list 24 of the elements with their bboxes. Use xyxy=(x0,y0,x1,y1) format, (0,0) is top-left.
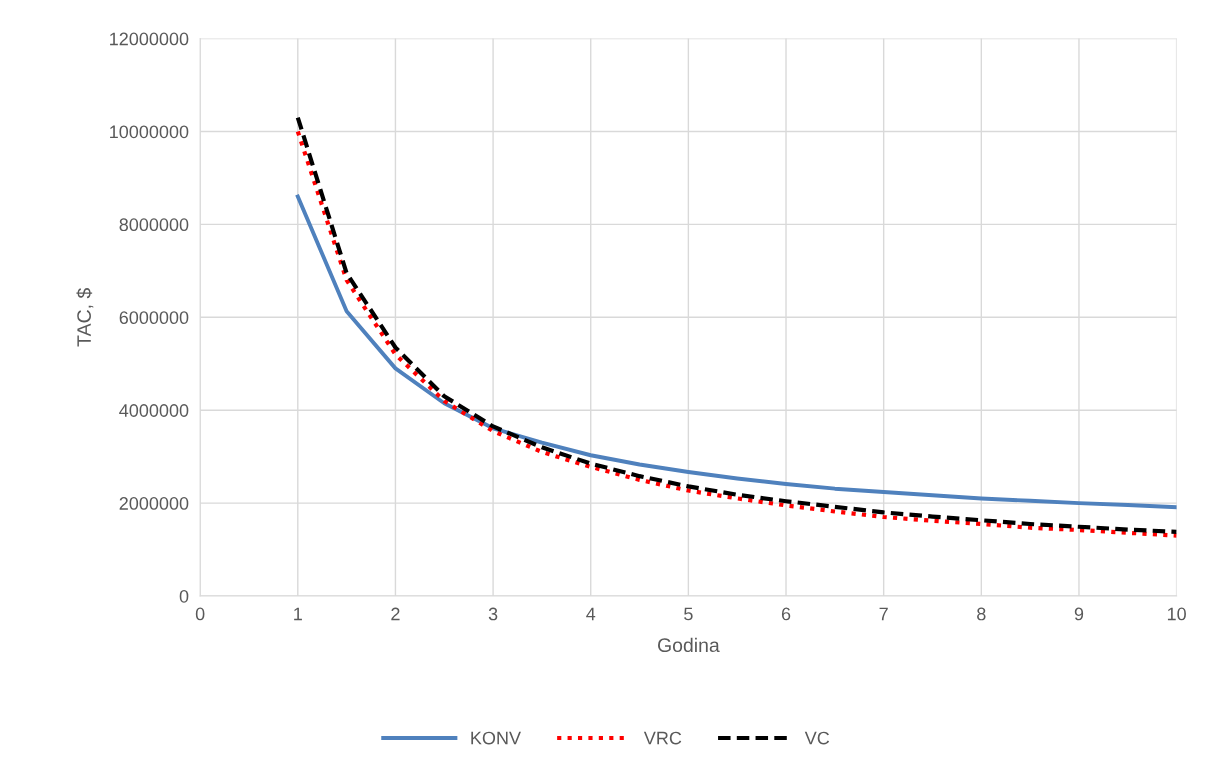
line-series xyxy=(295,194,1177,510)
x-tick-label: 9 xyxy=(1074,607,1084,621)
x-tick-label: 7 xyxy=(879,607,888,621)
x-tick-label: 6 xyxy=(781,607,791,621)
y-tick-label: 8000000 xyxy=(119,218,189,232)
x-tick-label: 2 xyxy=(391,607,400,621)
x-tick-label: 4 xyxy=(586,607,596,621)
x-tick-label: 5 xyxy=(684,607,693,621)
y-tick-label: 4000000 xyxy=(119,404,189,417)
y-axis-title: TAC, $ xyxy=(76,288,94,347)
legend-label: VRC xyxy=(643,731,682,745)
x-tick-label: 3 xyxy=(488,607,498,621)
x-tick-label: 0 xyxy=(195,607,205,621)
y-tick-label: 0 xyxy=(179,589,189,603)
y-tick-label: 2000000 xyxy=(119,497,189,510)
y-tick-label: 10000000 xyxy=(110,125,189,139)
x-tick-label: 8 xyxy=(977,607,986,621)
legend-label: VC xyxy=(804,731,830,745)
y-tick-label: 12000000 xyxy=(110,32,189,46)
x-tick-label: 10 xyxy=(1167,607,1186,621)
y-tick-label: 6000000 xyxy=(119,311,189,325)
x-tick-label: 1 xyxy=(294,607,302,621)
x-axis-title: Godina xyxy=(658,637,720,653)
legend-label: KONV xyxy=(471,731,521,745)
